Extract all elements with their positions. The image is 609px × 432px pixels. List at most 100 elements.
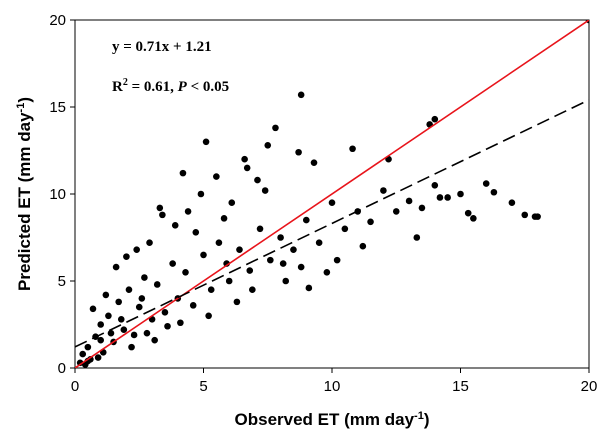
data-point [133,246,140,253]
data-point [136,304,143,311]
data-point [298,264,305,271]
data-point [324,269,331,276]
data-point [393,208,400,215]
data-point [103,292,110,299]
x-axis-title: Observed ET (mm day-1) [235,410,430,429]
data-point [267,257,274,264]
data-point [226,278,233,285]
data-point [406,198,413,205]
x-tick-label: 15 [452,378,469,395]
data-point [432,116,439,123]
data-point [272,125,279,132]
data-point [213,173,220,180]
x-axis-ticks: 0 5 10 15 20 [71,368,598,395]
data-point [216,239,223,246]
data-point [419,205,426,212]
data-point [159,212,166,219]
data-point [95,354,102,361]
data-point [123,253,130,260]
r2-annotation: R2 = 0.61, P < 0.05 [112,77,229,95]
data-point [349,145,356,152]
data-point [131,332,138,339]
data-point [257,226,264,233]
data-point [470,215,477,222]
data-point [246,267,253,274]
data-point [192,229,199,236]
data-point [154,281,161,288]
data-point [367,219,374,226]
x-tick-label: 10 [324,378,341,395]
data-point [177,319,184,326]
data-point [128,344,135,351]
data-point [180,170,187,177]
data-point [97,321,104,328]
data-point [234,299,241,306]
data-point [203,139,210,146]
data-point [334,257,341,264]
data-point [290,246,297,253]
data-point [465,210,472,217]
data-point [126,286,133,293]
data-point [108,330,115,337]
y-tick-label: 15 [49,99,66,116]
data-point [185,208,192,215]
data-point [295,149,302,156]
equation-annotation: y = 0.71x + 1.21 [112,39,212,55]
data-point [121,326,128,333]
data-point [521,212,528,219]
data-point [414,234,421,241]
data-point [144,330,151,337]
data-point [97,337,104,344]
y-axis-ticks: 0 5 10 15 20 [49,12,75,377]
data-point [79,351,86,358]
data-point [282,278,289,285]
data-point [208,286,215,293]
data-point [262,187,269,194]
x-tick-label: 20 [581,378,598,395]
data-point [316,239,323,246]
data-point [90,306,97,313]
data-point [198,191,205,198]
data-point [249,286,256,293]
y-axis-title: Predicted ET (mm day-1) [15,97,34,291]
data-point [162,309,169,316]
x-tick-label: 5 [199,378,207,395]
y-tick-label: 10 [49,186,66,203]
y-tick-label: 20 [49,12,66,29]
data-point [151,337,158,344]
data-point [105,313,112,320]
x-tick-label: 0 [71,378,79,395]
data-point [85,344,92,351]
data-point [190,302,197,309]
data-point [360,243,367,250]
data-point [298,92,305,99]
data-point [118,316,125,323]
data-point [509,199,516,206]
data-point [139,295,146,302]
data-point [221,215,228,222]
data-point [241,156,248,163]
data-point [483,180,490,187]
data-point [164,323,171,330]
data-point [141,274,148,281]
data-point [146,239,153,246]
regression-line [75,100,589,347]
data-point [169,260,176,267]
data-point [264,142,271,149]
data-point [254,177,261,184]
data-point [228,199,235,206]
data-point [277,234,284,241]
data-point [380,187,387,194]
data-point [432,182,439,189]
y-tick-label: 5 [58,273,66,290]
data-point [244,165,251,172]
data-point [437,194,444,201]
one-to-one-line [75,20,589,368]
data-point [205,313,212,320]
fit-lines [75,20,589,368]
data-point [311,159,318,166]
data-point [182,269,189,276]
data-point [236,246,243,253]
data-point [444,194,451,201]
